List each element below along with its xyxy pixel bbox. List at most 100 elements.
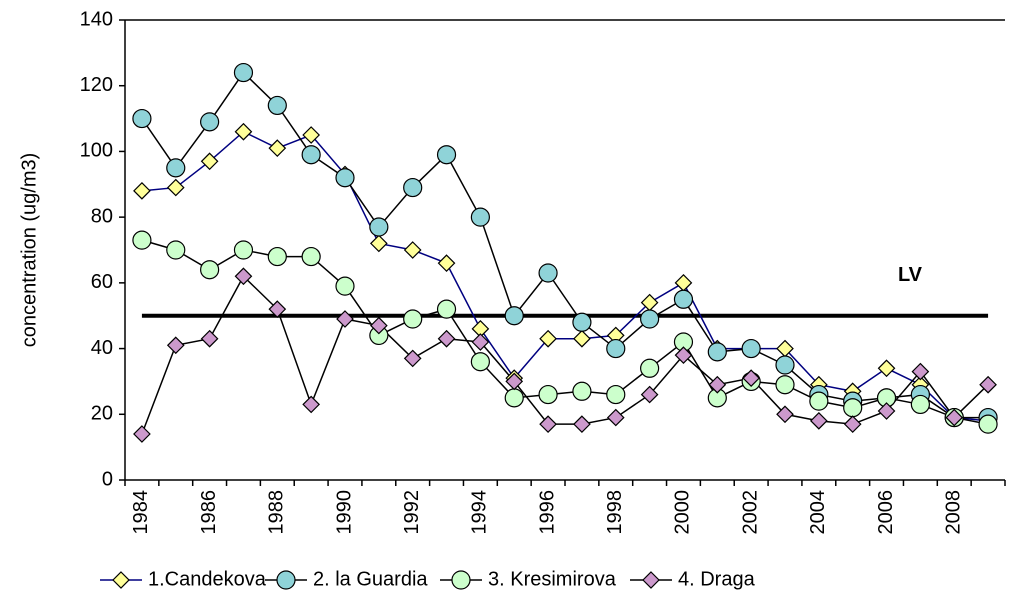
data-point xyxy=(437,254,456,272)
x-tick-label: 2004 xyxy=(807,490,829,535)
series-line xyxy=(141,239,989,425)
data-point xyxy=(336,310,354,328)
data-point xyxy=(200,152,219,171)
y-tick-label: 60 xyxy=(91,271,113,293)
data-point xyxy=(302,126,321,144)
data-point xyxy=(267,246,287,267)
data-point xyxy=(674,346,693,364)
data-point xyxy=(877,402,896,420)
data-point xyxy=(978,414,998,434)
data-point xyxy=(606,384,626,405)
data-point xyxy=(572,381,592,401)
data-point xyxy=(166,240,186,260)
data-point xyxy=(809,412,828,430)
legend-label: 1.Candekova xyxy=(148,568,267,590)
data-point xyxy=(268,300,287,318)
data-point xyxy=(504,388,524,408)
data-point xyxy=(133,182,151,200)
x-tick-label: 1994 xyxy=(469,490,491,534)
x-tick-label: 2006 xyxy=(875,490,897,535)
data-point xyxy=(673,289,694,309)
data-point xyxy=(776,405,794,424)
y-tick-label: 100 xyxy=(80,140,113,162)
data-point xyxy=(606,338,626,359)
data-point xyxy=(437,329,456,348)
x-tick-label: 1992 xyxy=(401,490,423,535)
legend-marker xyxy=(451,570,471,590)
data-point xyxy=(403,309,423,329)
data-point xyxy=(470,207,490,227)
data-point xyxy=(166,158,186,178)
y-tick-label: 120 xyxy=(80,74,113,96)
y-tick-label: 20 xyxy=(91,403,113,425)
data-point xyxy=(945,408,964,427)
data-point xyxy=(200,260,220,280)
data-point xyxy=(132,230,152,250)
data-point xyxy=(707,342,727,362)
legend-label: 3. Kresimirova xyxy=(488,568,617,590)
x-tick-label: 1998 xyxy=(604,490,626,535)
data-point xyxy=(809,391,829,411)
y-tick-label: 0 xyxy=(102,468,113,490)
data-point xyxy=(233,240,254,260)
data-point xyxy=(132,108,152,129)
data-point xyxy=(674,274,693,292)
data-point xyxy=(301,145,321,165)
data-point xyxy=(200,329,219,348)
data-point xyxy=(335,168,355,188)
data-point xyxy=(708,375,727,394)
data-point xyxy=(369,316,388,335)
data-point xyxy=(742,369,761,387)
series-line xyxy=(141,71,989,419)
data-point xyxy=(403,349,422,368)
data-point xyxy=(301,246,321,267)
legend-marker xyxy=(276,570,296,590)
data-point xyxy=(200,112,220,132)
data-point xyxy=(403,177,423,198)
legend-marker xyxy=(642,571,660,589)
data-point xyxy=(539,329,557,348)
x-tick-label: 1990 xyxy=(333,490,355,535)
data-point xyxy=(640,309,660,329)
data-point xyxy=(775,375,795,395)
data-point xyxy=(133,425,151,443)
data-point xyxy=(572,312,592,332)
data-point xyxy=(877,359,896,378)
legend-label: 2. la Guardia xyxy=(313,568,428,590)
y-tick-label: 80 xyxy=(91,205,113,227)
data-point xyxy=(471,333,490,351)
x-tick-label: 2002 xyxy=(739,490,761,535)
data-point xyxy=(166,178,185,197)
data-point xyxy=(538,384,558,405)
x-tick-label: 1988 xyxy=(266,490,288,535)
data-point xyxy=(775,355,795,375)
data-point xyxy=(843,398,863,418)
data-point xyxy=(234,267,253,286)
data-point xyxy=(233,62,254,83)
x-tick-label: 2008 xyxy=(943,490,965,535)
y-axis-label: concentration (ug/m3) xyxy=(18,153,40,348)
x-tick-label: 2000 xyxy=(672,490,694,535)
data-point xyxy=(505,372,524,391)
x-tick-label: 1984 xyxy=(130,490,152,535)
data-point xyxy=(606,408,625,427)
data-point xyxy=(573,415,591,433)
x-tick-label: 1986 xyxy=(198,490,220,535)
data-point xyxy=(573,329,591,348)
data-point xyxy=(369,234,388,253)
data-point xyxy=(166,336,185,355)
data-point xyxy=(640,358,660,378)
data-point xyxy=(436,145,457,165)
data-point xyxy=(640,385,659,404)
data-point xyxy=(504,306,524,326)
data-point xyxy=(843,415,862,433)
reference-label: LV xyxy=(898,264,923,286)
data-point xyxy=(335,276,355,296)
data-point xyxy=(910,394,930,415)
data-point xyxy=(267,95,287,116)
data-point xyxy=(403,241,422,259)
data-point xyxy=(741,338,761,359)
legend-label: 4. Draga xyxy=(678,568,756,590)
data-point xyxy=(369,217,389,237)
